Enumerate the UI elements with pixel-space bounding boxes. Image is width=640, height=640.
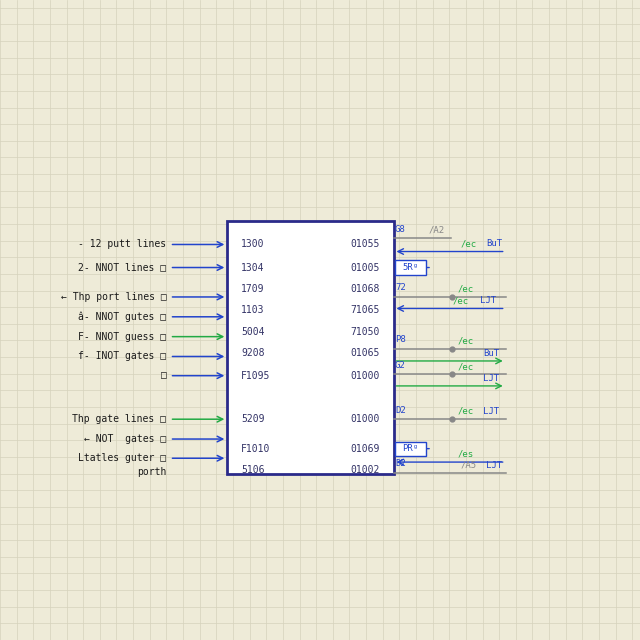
Text: â- NNOT gutes □: â- NNOT gutes □ (78, 312, 166, 322)
Text: 01002: 01002 (350, 465, 380, 476)
Text: 01069: 01069 (350, 444, 380, 454)
Text: Thp gate lines □: Thp gate lines □ (72, 414, 166, 424)
Text: □: □ (161, 371, 166, 381)
Text: LJT: LJT (486, 461, 502, 470)
FancyBboxPatch shape (395, 442, 426, 456)
Text: 01065: 01065 (350, 348, 380, 358)
Text: 1300: 1300 (241, 239, 265, 250)
Text: LJT: LJT (480, 296, 496, 305)
Text: 5106: 5106 (241, 465, 265, 476)
Text: PRᵍ: PRᵍ (402, 444, 419, 453)
Text: /A5: /A5 (461, 461, 477, 470)
Text: /ec: /ec (458, 362, 474, 371)
Text: /ec: /ec (452, 296, 468, 305)
Text: LJT: LJT (483, 374, 499, 383)
Text: Ltatles guter □: Ltatles guter □ (78, 453, 166, 463)
Text: F1010: F1010 (241, 444, 271, 454)
Text: /ec: /ec (458, 407, 474, 416)
Text: 1304: 1304 (241, 262, 265, 273)
Text: 01000: 01000 (350, 414, 380, 424)
Text: 9208: 9208 (241, 348, 265, 358)
Text: 01068: 01068 (350, 284, 380, 294)
Text: 72: 72 (395, 284, 406, 292)
Text: 71050: 71050 (350, 326, 380, 337)
Text: 5209: 5209 (241, 414, 265, 424)
Text: 1709: 1709 (241, 284, 265, 294)
Text: f- INOT gates □: f- INOT gates □ (78, 351, 166, 362)
Text: /ec: /ec (461, 239, 477, 248)
Text: /es: /es (458, 450, 474, 459)
Text: /ec: /ec (458, 337, 474, 346)
Text: 01055: 01055 (350, 239, 380, 250)
Text: D2: D2 (395, 406, 406, 415)
Text: BuT: BuT (483, 349, 499, 358)
Text: G2: G2 (395, 361, 406, 370)
Text: 2- NNOT lines □: 2- NNOT lines □ (78, 262, 166, 273)
Text: - 12 putt lines: - 12 putt lines (78, 239, 166, 250)
Text: /A2: /A2 (429, 226, 445, 235)
Text: 71065: 71065 (350, 305, 380, 316)
Text: BuT: BuT (486, 239, 502, 248)
Text: F1095: F1095 (241, 371, 271, 381)
Text: LJT: LJT (483, 407, 499, 416)
Text: F- NNOT guess □: F- NNOT guess □ (78, 332, 166, 342)
Text: /ec: /ec (458, 285, 474, 294)
Text: ← Thp port lines □: ← Thp port lines □ (61, 292, 166, 302)
FancyBboxPatch shape (227, 221, 394, 474)
Text: D2: D2 (395, 460, 406, 468)
Text: 01005: 01005 (350, 262, 380, 273)
Text: porth: porth (137, 467, 166, 477)
Text: 1103: 1103 (241, 305, 265, 316)
FancyBboxPatch shape (395, 260, 426, 275)
Text: 5Rᵍ: 5Rᵍ (402, 263, 419, 272)
Text: 01000: 01000 (350, 371, 380, 381)
Text: P8: P8 (395, 335, 406, 344)
Text: 5004: 5004 (241, 326, 265, 337)
Text: G8: G8 (395, 225, 406, 234)
Text: ← NOT  gates □: ← NOT gates □ (84, 434, 166, 444)
